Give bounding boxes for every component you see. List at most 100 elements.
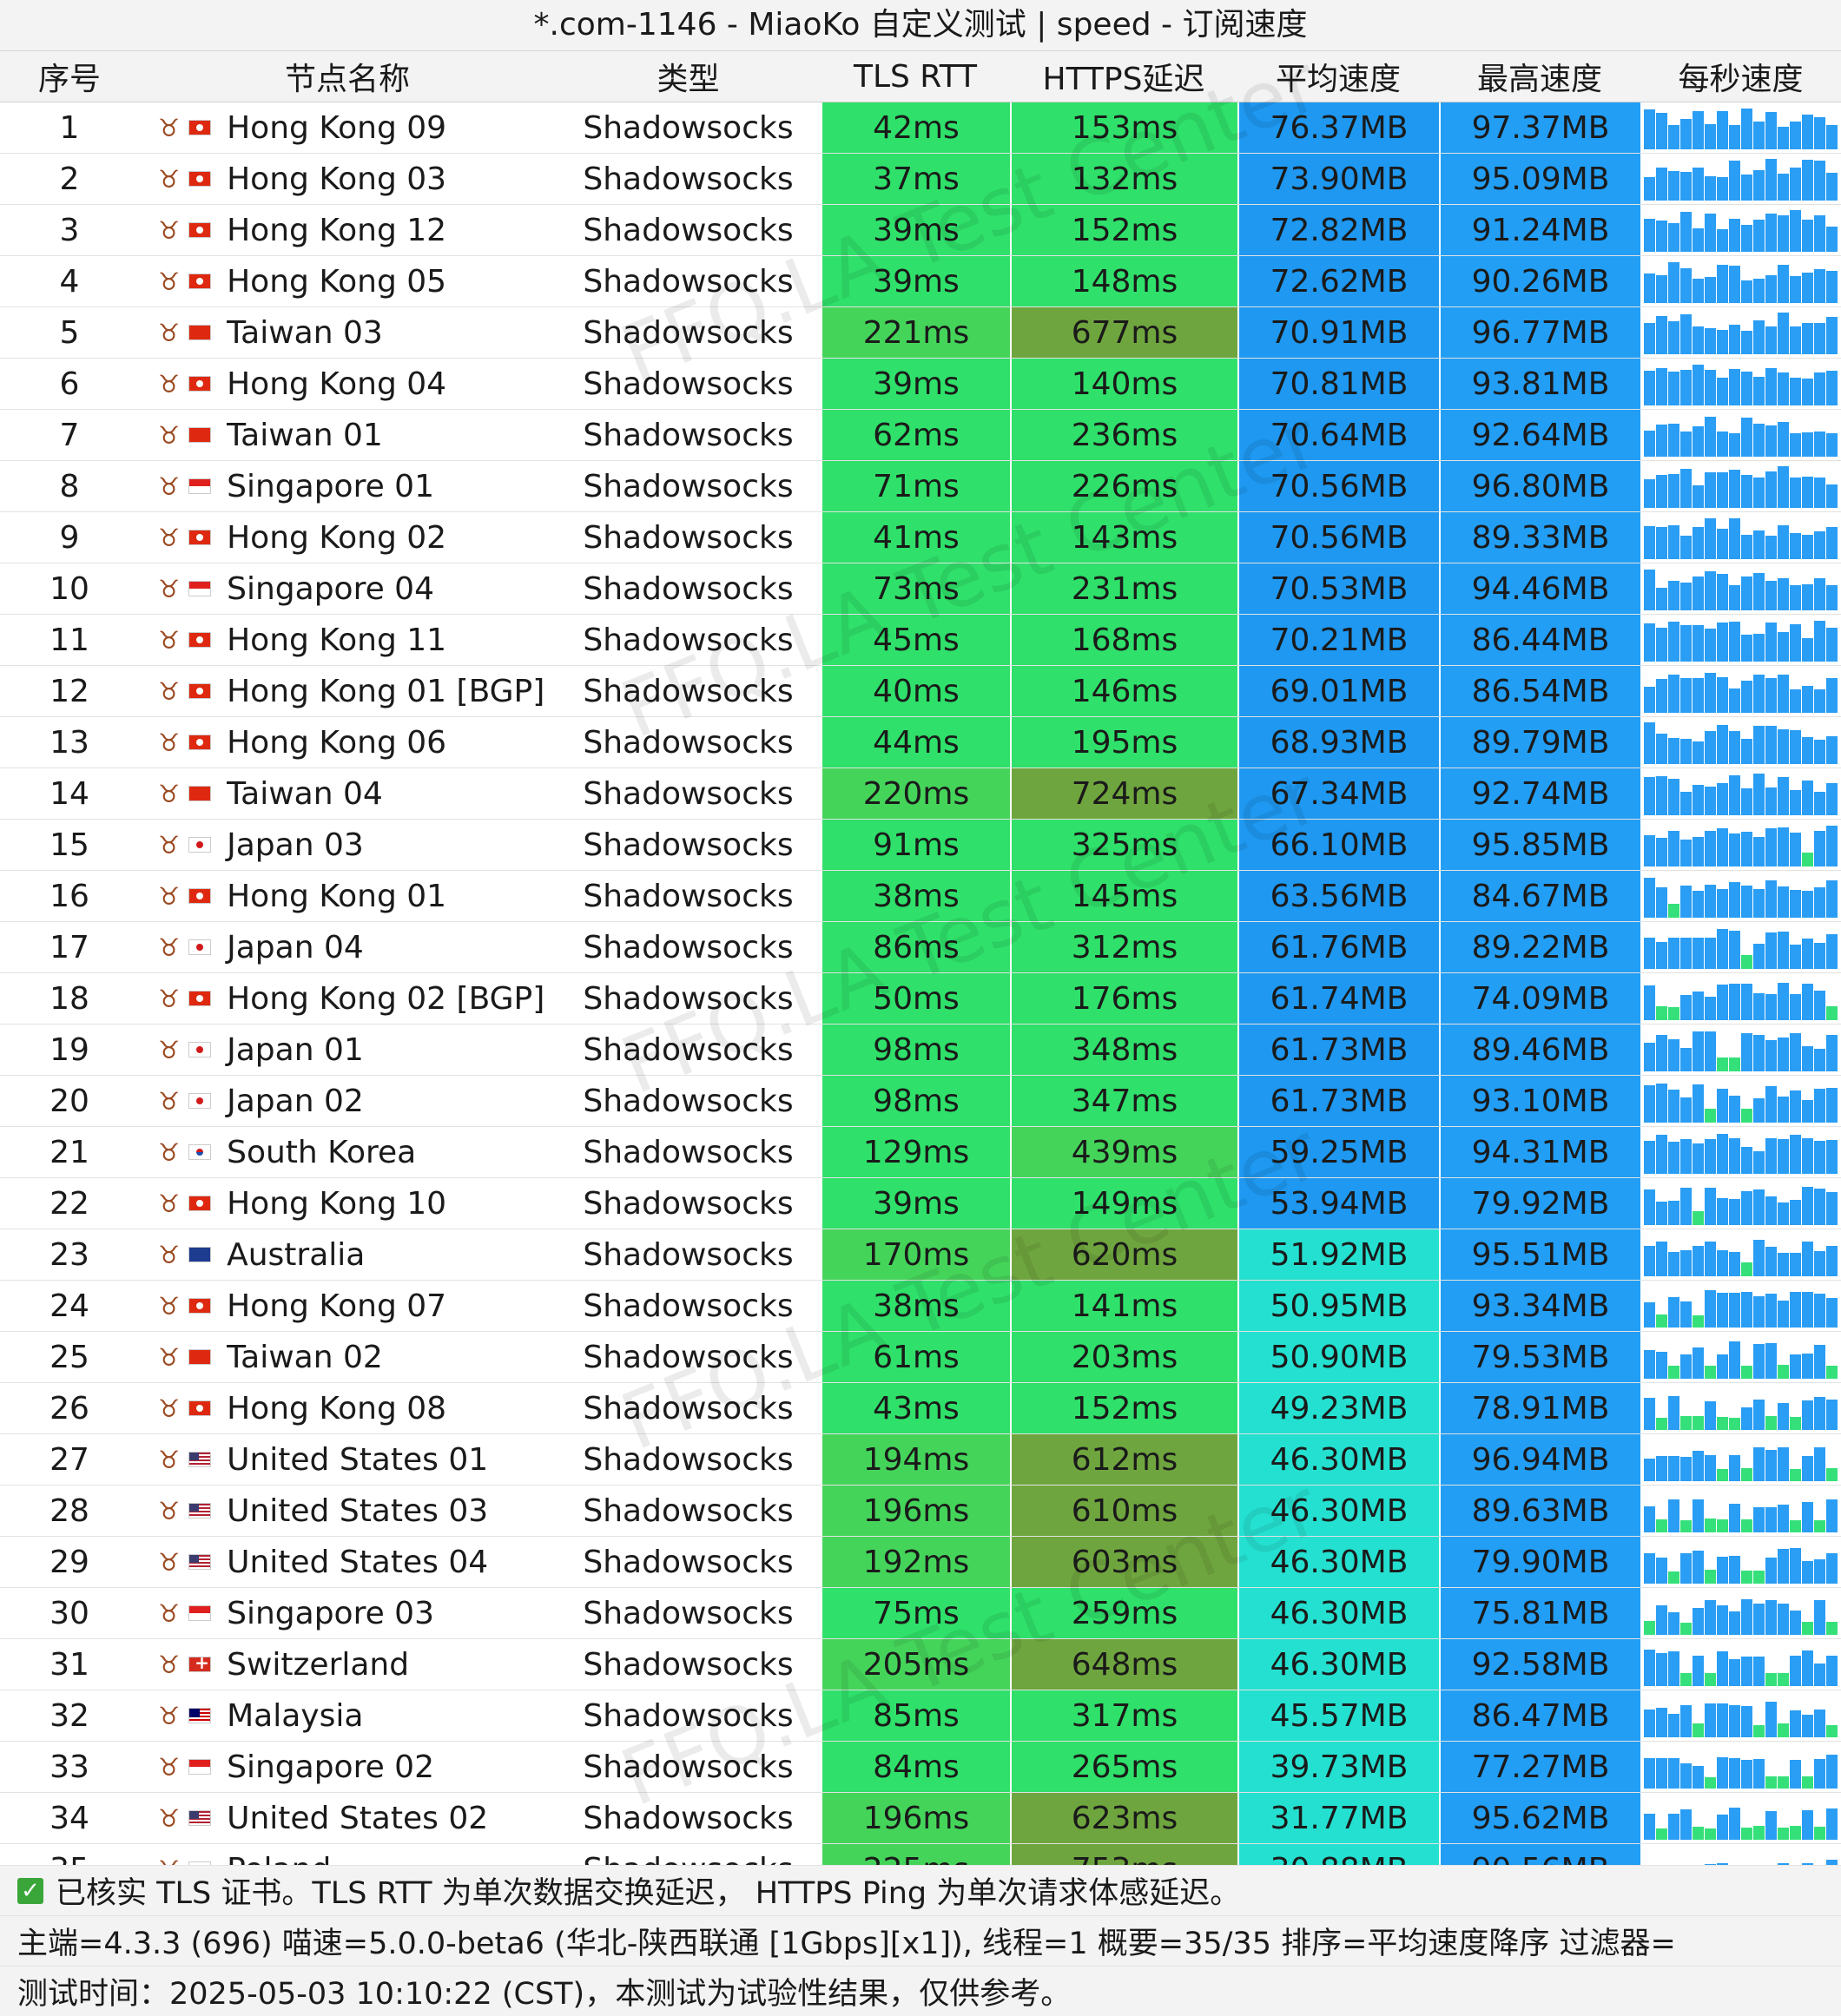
table-row[interactable]: 2 ♉ Hong Kong 03 Shadowsocks 37ms 132ms 73.90M… (0, 154, 1841, 205)
speed-bar (1790, 1760, 1801, 1789)
row-speed-sparkline (1640, 1024, 1841, 1075)
flag-icon (188, 1042, 212, 1057)
table-row[interactable]: 6 ♉ Hong Kong 04 Shadowsocks 39ms 140ms 70.81M… (0, 359, 1841, 410)
speed-bar (1668, 1201, 1679, 1225)
header-per-second-speed[interactable]: 每秒速度 (1678, 62, 1804, 97)
speed-bar (1814, 621, 1825, 662)
speed-bar (1644, 1710, 1655, 1737)
row-https-latency: 347ms (1010, 1076, 1237, 1126)
deer-icon: ♉ (158, 779, 181, 808)
speed-bar (1778, 932, 1789, 969)
speed-bar (1778, 127, 1789, 149)
table-row[interactable]: 27 ♉ United States 01 Shadowsocks 194ms 612ms… (0, 1434, 1841, 1486)
row-speed-sparkline (1640, 461, 1841, 511)
header-max-speed[interactable]: 最高速度 (1476, 62, 1602, 97)
table-row[interactable]: 17 ♉ Japan 04 Shadowsocks 86ms 312ms 61.76MB 89… (0, 922, 1841, 973)
table-row[interactable]: 34 ♉ United States 02 Shadowsocks 196ms 623ms… (0, 1793, 1841, 1844)
table-row[interactable]: 10 ♉ Singapore 04 Shadowsocks 73ms 231ms 70.53… (0, 563, 1841, 615)
row-https-latency: 149ms (1010, 1178, 1237, 1229)
speed-bar (1790, 585, 1801, 610)
table-row[interactable]: 19 ♉ Japan 01 Shadowsocks 98ms 348ms 61.73MB 89… (0, 1024, 1841, 1076)
row-speed-sparkline (1640, 1383, 1841, 1433)
speed-bar (1693, 1416, 1704, 1430)
speed-bar (1741, 886, 1752, 918)
speed-bar (1802, 891, 1813, 918)
header-type[interactable]: 类型 (657, 62, 720, 97)
row-index: 8 (59, 468, 80, 504)
table-row[interactable]: 15 ♉ Japan 03 Shadowsocks 91ms 325ms 66.10MB 95… (0, 820, 1841, 871)
table-row[interactable]: 12 ♉ Hong Kong 01 [BGP] Shadowsocks 40ms 146m… (0, 666, 1841, 717)
header-https-latency[interactable]: HTTPS延迟 (1042, 62, 1205, 97)
speed-bar (1790, 478, 1801, 508)
speed-bar (1717, 1057, 1728, 1071)
header-avg-speed[interactable]: 平均速度 (1275, 62, 1401, 97)
table-row[interactable]: 24 ♉ Hong Kong 07 Shadowsocks 38ms 141ms 50.95… (0, 1281, 1841, 1332)
table-row[interactable]: 26 ♉ Hong Kong 08 Shadowsocks 43ms 152ms 49.23… (0, 1383, 1841, 1434)
speed-bar (1765, 425, 1777, 457)
speed-bar (1717, 472, 1728, 508)
table-row[interactable]: 8 ♉ Singapore 01 Shadowsocks 71ms 226ms 70.56M… (0, 461, 1841, 512)
header-index[interactable]: 序号 (37, 62, 101, 97)
speed-bar (1814, 991, 1825, 1020)
speed-bar (1741, 1147, 1752, 1174)
speed-bar (1765, 1776, 1777, 1789)
header-node-name[interactable]: 节点名称 (284, 62, 410, 97)
table-row[interactable]: 4 ♉ Hong Kong 05 Shadowsocks 39ms 148ms 72.62M… (0, 256, 1841, 307)
speed-bar (1802, 1810, 1813, 1840)
speed-bar (1826, 1088, 1838, 1123)
row-index: 14 (49, 775, 89, 812)
table-row[interactable]: 28 ♉ United States 03 Shadowsocks 196ms 610ms… (0, 1486, 1841, 1537)
row-index: 10 (49, 570, 89, 607)
row-index: 31 (49, 1646, 89, 1683)
speed-bar (1693, 1656, 1704, 1686)
row-type: Shadowsocks (583, 468, 794, 504)
flag-icon (188, 1144, 212, 1160)
speed-bar (1644, 1621, 1655, 1635)
table-row[interactable]: 5 ♉ Taiwan 03 Shadowsocks 221ms 677ms 70.91MB 9… (0, 307, 1841, 359)
table-row[interactable]: 33 ♉ Singapore 02 Shadowsocks 84ms 265ms 39.73… (0, 1742, 1841, 1793)
row-avg-speed: 70.64MB (1237, 410, 1439, 460)
speed-bar (1680, 1520, 1692, 1532)
speed-bar (1656, 1242, 1667, 1276)
row-node-name: ♉ Hong Kong 08 (139, 1383, 556, 1433)
table-row[interactable]: 25 ♉ Taiwan 02 Shadowsocks 61ms 203ms 50.90MB 7… (0, 1332, 1841, 1383)
row-speed-sparkline (1640, 410, 1841, 460)
table-row[interactable]: 31 ♉ Switzerland Shadowsocks 205ms648ms46.30… (0, 1639, 1841, 1690)
speed-bar (1741, 1657, 1752, 1686)
flag-icon (188, 1759, 212, 1775)
speed-bar (1753, 889, 1765, 918)
speed-bar (1729, 470, 1740, 508)
table-row[interactable]: 13 ♉ Hong Kong 06 Shadowsocks 44ms 195ms 68.93… (0, 717, 1841, 768)
node-name-text: Hong Kong 01 [BGP] (227, 673, 545, 709)
flag-icon (188, 1400, 212, 1416)
table-row[interactable]: 11 ♉ Hong Kong 11 Shadowsocks 45ms 168ms 70.21… (0, 615, 1841, 666)
speed-bar (1790, 1200, 1801, 1225)
speed-bar (1644, 371, 1655, 405)
speed-bar (1729, 1808, 1740, 1840)
speed-bar (1693, 1347, 1704, 1379)
table-row[interactable]: 23 ♉ Australia Shadowsocks 170ms 620ms 51.92MB… (0, 1229, 1841, 1281)
row-tls-rtt: 85ms (821, 1690, 1010, 1741)
table-row[interactable]: 16 ♉ Hong Kong 01 Shadowsocks 38ms 145ms 63.56… (0, 871, 1841, 922)
row-https-latency: 317ms (1010, 1690, 1237, 1741)
table-row[interactable]: 32 ♉ Malaysia Shadowsocks 85ms 317ms 45.57MB 86… (0, 1690, 1841, 1742)
table-row[interactable]: 30 ♉ Singapore 03 Shadowsocks 75ms 259ms 46.30… (0, 1588, 1841, 1639)
header-tls-rtt[interactable]: TLS RTT (853, 58, 978, 95)
speed-bar (1717, 1815, 1728, 1840)
table-row[interactable]: 21 ♉ South Korea Shadowsocks 129ms 439ms 59.25… (0, 1127, 1841, 1178)
table-row[interactable]: 22 ♉ Hong Kong 10 Shadowsocks 39ms 149ms 53.94… (0, 1178, 1841, 1229)
speed-bar (1680, 1048, 1692, 1071)
speed-bar (1668, 1571, 1679, 1584)
table-row[interactable]: 29 ♉ United States 04 Shadowsocks 192ms 603ms… (0, 1537, 1841, 1588)
speed-bar (1826, 1499, 1838, 1532)
speed-bar (1656, 838, 1667, 866)
table-row[interactable]: 1 ♉ Hong Kong 09 Shadowsocks 42ms 153ms 76.37M… (0, 102, 1841, 154)
table-row[interactable]: 18 ♉ Hong Kong 02 [BGP] Shadowsocks 50ms 176m… (0, 973, 1841, 1024)
speed-bar (1826, 678, 1838, 713)
row-node-name: ♉ Hong Kong 02 [BGP] (139, 973, 556, 1024)
table-row[interactable]: 20 ♉ Japan 02 Shadowsocks 98ms 347ms 61.73MB 93… (0, 1076, 1841, 1127)
table-row[interactable]: 14 ♉ Taiwan 04 Shadowsocks 220ms 724ms 67.34MB… (0, 768, 1841, 820)
table-row[interactable]: 7 ♉ Taiwan 01 Shadowsocks 62ms 236ms 70.64MB 92… (0, 410, 1841, 461)
table-row[interactable]: 3 ♉ Hong Kong 12 Shadowsocks 39ms 152ms 72.82M… (0, 205, 1841, 256)
table-row[interactable]: 9 ♉ Hong Kong 02 Shadowsocks 41ms 143ms 70.56M… (0, 512, 1841, 563)
